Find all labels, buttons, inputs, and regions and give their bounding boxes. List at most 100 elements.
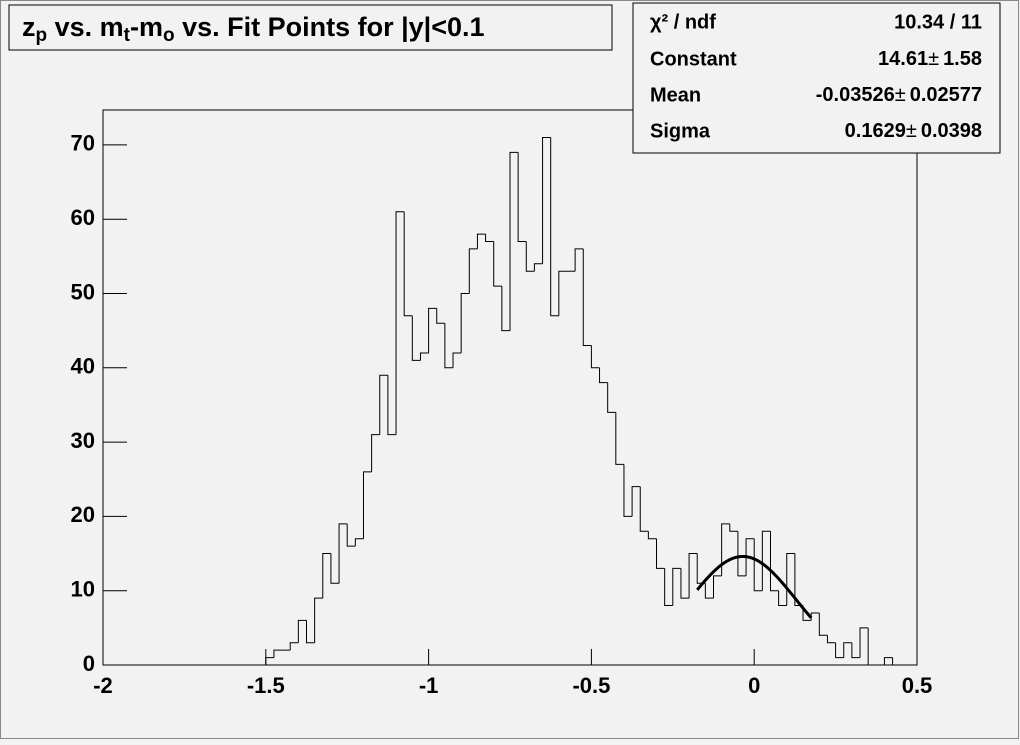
histogram-bin [713, 575, 722, 599]
histogram-bin [379, 374, 388, 435]
histogram-bin [354, 538, 364, 547]
histogram-bin [883, 657, 893, 665]
histogram-bin [403, 211, 413, 317]
chart-title: zp vs. mt-mo vs. Fit Points for |y|<0.1 [22, 12, 485, 46]
histogram-bin [867, 627, 877, 666]
histogram-bin [802, 605, 812, 621]
histogram-bin [542, 136, 551, 264]
histogram-bin [753, 538, 763, 592]
y-tick-label: 30 [71, 428, 95, 453]
stats-plus-minus: ± [895, 84, 906, 106]
histogram-bin [851, 642, 861, 659]
x-tick-label: 0.5 [902, 673, 933, 698]
stats-value: 10.34 / 11 [894, 11, 982, 33]
title-subscript: t [124, 25, 131, 46]
y-tick-label: 50 [71, 279, 95, 304]
stats-plus-minus: ± [906, 120, 917, 142]
histogram-bin [778, 590, 787, 607]
histogram-bin [371, 434, 380, 472]
histogram-bin [607, 382, 616, 413]
stats-label: Sigma [650, 120, 711, 142]
histogram-bin [428, 307, 437, 353]
stats-plus-minus: ± [928, 48, 939, 70]
histogram-bin [680, 568, 690, 599]
histogram-bin [395, 211, 405, 435]
histogram-bin [737, 531, 747, 577]
title-text: vs. Fit Points for |y|<0.1 [175, 12, 485, 42]
histogram-bin [615, 412, 624, 465]
stats-error: 0.0398 [921, 120, 982, 142]
histogram-bin [289, 642, 299, 651]
histogram-bin [525, 241, 535, 272]
stats-label: χ² / ndf [650, 11, 716, 33]
histogram-bin [501, 286, 510, 332]
histogram-bin [533, 263, 543, 272]
stats-value-number: 0.1629 [845, 120, 906, 142]
histogram-bin [826, 635, 836, 644]
histogram-bin [362, 471, 372, 539]
stats-value-number: -0.03526 [816, 84, 895, 106]
histogram-bin [476, 233, 486, 249]
histogram-bin [314, 597, 323, 643]
stats-label: Mean [650, 84, 701, 106]
histogram-bin [306, 620, 315, 644]
histogram-bin [265, 657, 274, 665]
histogram-bin [387, 375, 397, 436]
histogram-bin [558, 270, 567, 316]
y-tick-label: 40 [71, 354, 95, 379]
histogram-bin [411, 315, 421, 361]
histogram-bin [769, 531, 779, 592]
histogram-bin [346, 523, 356, 547]
histogram-bin [468, 248, 478, 294]
histogram-bin [639, 486, 649, 532]
histogram-bin [599, 367, 608, 384]
histogram-bin [517, 152, 527, 243]
histogram-bin [444, 323, 454, 369]
stats-value: 14.61± 1.58 [878, 48, 982, 70]
stats-value: 0.1629± 0.0398 [845, 120, 982, 142]
histogram-bin [664, 568, 673, 607]
histogram-bin [623, 464, 633, 517]
y-tick-label: 0 [83, 651, 95, 676]
histogram-bin [810, 612, 820, 621]
histogram-bin [550, 137, 559, 317]
histogram-bin [590, 345, 600, 369]
histogram-bin [656, 538, 665, 569]
histogram-bin [672, 567, 681, 606]
histogram-bin [647, 531, 657, 540]
histogram-bin [843, 642, 852, 658]
histogram-bin [729, 523, 738, 532]
stats-label: Constant [650, 48, 737, 70]
y-tick-label: 20 [71, 502, 95, 527]
histogram-bin [818, 612, 828, 636]
x-tick-label: -0.5 [572, 673, 610, 698]
fit-curve [696, 554, 813, 619]
histogram-bin [436, 308, 445, 324]
histogram-bin [688, 553, 698, 599]
y-tick-label: 70 [71, 131, 95, 156]
histogram-bin [338, 523, 348, 584]
title-box [8, 4, 613, 51]
stats-box [632, 2, 1001, 154]
histogram-bin [460, 293, 470, 353]
y-tick-label: 10 [71, 577, 95, 602]
histogram-bin [745, 538, 755, 576]
x-tick-label: -2 [93, 673, 113, 698]
x-tick-label: -1 [419, 673, 439, 698]
title-text: z [22, 12, 36, 42]
stats-error: 1.58 [943, 48, 982, 70]
histogram-bin [631, 486, 641, 517]
histogram-bin [273, 649, 283, 658]
stats-error: 0.02577 [910, 84, 982, 106]
histogram-bin [330, 553, 340, 584]
title-text: vs. m [47, 12, 124, 42]
x-tick-label: 0 [748, 673, 760, 698]
title-subscript: p [36, 25, 48, 46]
histogram-bin [582, 248, 592, 347]
histogram-bin [297, 619, 307, 643]
histogram-bin [419, 352, 429, 361]
histogram-bin [835, 642, 844, 659]
histogram-bin [892, 657, 901, 666]
